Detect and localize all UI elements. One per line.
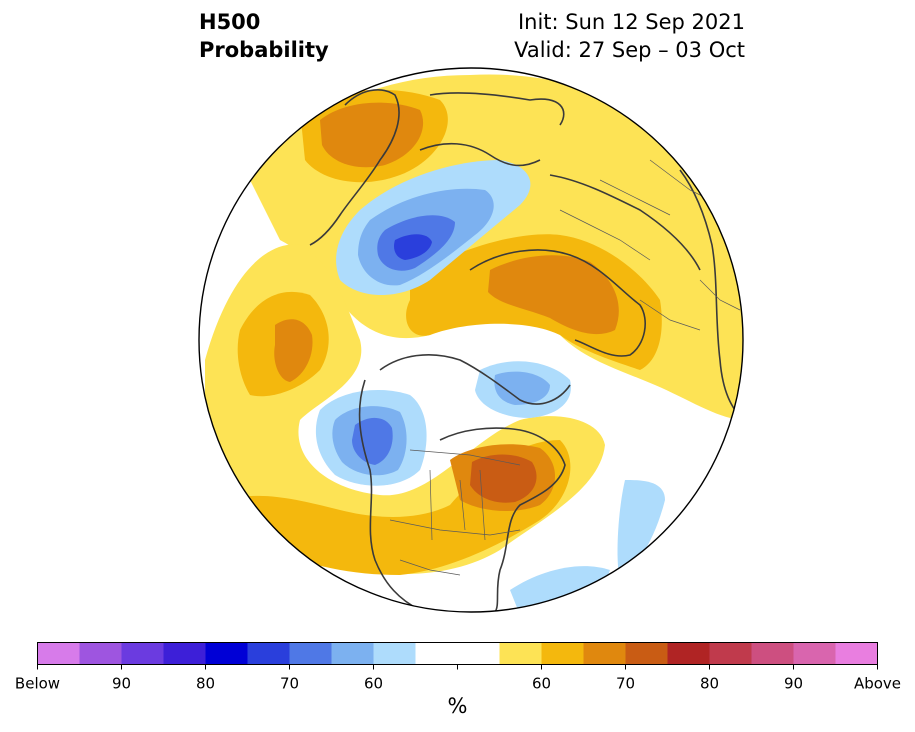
colorbar-tick-label: 60 — [364, 675, 383, 693]
colorbar-cell — [37, 642, 80, 665]
colorbar-cell — [667, 642, 710, 665]
colorbar-tick-label: Above — [854, 675, 901, 693]
colorbar-tick-label: 70 — [280, 675, 299, 693]
probability-field — [199, 68, 743, 612]
colorbar-cell — [541, 642, 584, 665]
colorbar-tick-label: 90 — [784, 675, 803, 693]
colorbar: Below 90 80 70 60 60 70 80 90 Above — [15, 642, 901, 693]
init-date: Init: Sun 12 Sep 2021 — [517, 10, 745, 34]
colorbar-cell — [751, 642, 794, 665]
title-line-2: Probability — [199, 38, 329, 62]
colorbar-cell — [121, 642, 164, 665]
colorbar-cell — [205, 642, 248, 665]
colorbar-cell — [247, 642, 290, 665]
colorbar-cell — [415, 642, 458, 665]
colorbar-cell — [373, 642, 416, 665]
map-boundary — [198, 67, 744, 613]
below-75-shading — [394, 234, 432, 260]
colorbar-cell — [793, 642, 836, 665]
colorbar-cell — [709, 642, 752, 665]
colorbar-cell — [79, 642, 122, 665]
colorbar-tick-label: 90 — [112, 675, 131, 693]
political-borders — [389, 159, 741, 576]
colorbar-cell — [583, 642, 626, 665]
colorbar-tick-label: 60 — [532, 675, 551, 693]
colorbar-tick-label: 80 — [196, 675, 215, 693]
above-75-shading — [470, 454, 537, 503]
colorbar-tick-label: Below — [15, 675, 60, 693]
polar-map — [198, 67, 744, 613]
colorbar-tick-label: 80 — [700, 675, 719, 693]
colorbar-cell — [499, 642, 542, 665]
coastlines — [309, 89, 736, 612]
colorbar-cell — [331, 642, 374, 665]
colorbar-tick-label: 70 — [616, 675, 635, 693]
title-line-1: H500 — [199, 10, 261, 34]
colorbar-cell — [625, 642, 668, 665]
colorbar-cell — [289, 642, 332, 665]
map-title: H500 Probability — [199, 8, 329, 64]
colorbar-cell — [163, 642, 206, 665]
colorbar-unit: % — [447, 694, 468, 718]
valid-period: Valid: 27 Sep – 03 Oct — [514, 38, 745, 62]
init-valid-info: Init: Sun 12 Sep 2021 Valid: 27 Sep – 03… — [514, 8, 745, 64]
colorbar-cell — [835, 642, 878, 665]
colorbar-cell — [457, 642, 500, 665]
